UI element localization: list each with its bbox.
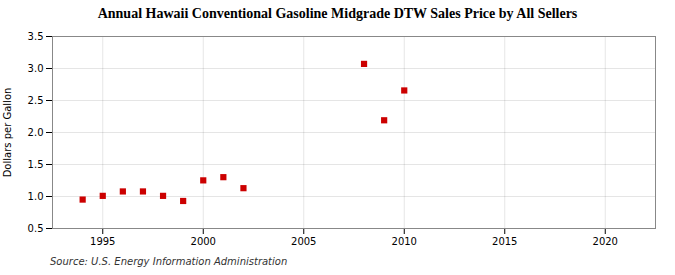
svg-text:2005: 2005 <box>291 236 316 247</box>
svg-text:2000: 2000 <box>191 236 216 247</box>
svg-text:2010: 2010 <box>392 236 417 247</box>
html-text:Source: U.S. Energy Informatio: Source: U.S. Energy Information Administ… <box>50 256 288 267</box>
svg-text:3.0: 3.0 <box>28 63 44 74</box>
svg-text:1995: 1995 <box>90 236 115 247</box>
svg-text:2.5: 2.5 <box>28 95 44 106</box>
svg-text:2020: 2020 <box>593 236 618 247</box>
svg-text:2015: 2015 <box>492 236 517 247</box>
svg-text:2.0: 2.0 <box>28 127 44 138</box>
html-text:Annual Hawaii Conventional Gas: Annual Hawaii Conventional Gasoline Midg… <box>97 6 578 21</box>
svg-text:3.5: 3.5 <box>28 31 44 42</box>
svg-text:Dollars per Gallon: Dollars per Gallon <box>2 88 13 178</box>
svg-text:1.5: 1.5 <box>28 159 44 170</box>
svg-text:0.5: 0.5 <box>28 223 44 234</box>
svg-text:1.0: 1.0 <box>28 191 44 202</box>
